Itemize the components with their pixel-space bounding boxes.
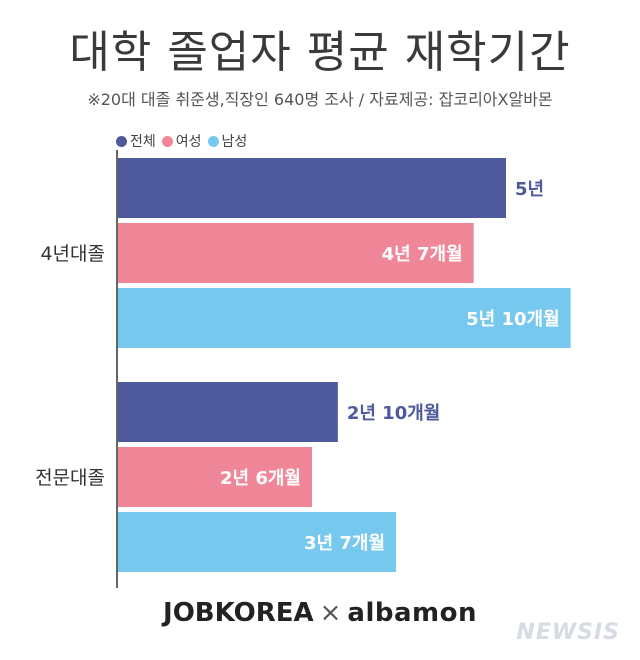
bar-category-4yr-series-0: [118, 158, 506, 218]
albamon-logo: albamon: [347, 598, 477, 628]
legend-dot-female: [161, 135, 173, 147]
bar-category-college-series-0: [118, 382, 338, 442]
page-title: 대학 졸업자 평균 재학기간: [69, 27, 571, 78]
category-label-category-college: 전문대졸: [35, 467, 105, 489]
logo-separator: ×: [319, 598, 342, 628]
legend-item-female: 여성: [161, 131, 202, 151]
bar-category-college-series-2: [118, 512, 397, 572]
legend: 전체 여성 남성: [116, 131, 247, 151]
legend-item-male: 남성: [207, 131, 248, 151]
footer-logo: JOBKOREA × albamon: [0, 598, 640, 628]
bar-category-4yr-series-1: [118, 223, 474, 283]
legend-label-male: 남성: [221, 134, 248, 150]
legend-dot-total: [116, 135, 127, 147]
bar-category-college-series-1: [118, 447, 312, 507]
legend-item-total: 전체: [116, 131, 156, 151]
newsis-watermark: NEWSIS: [516, 620, 620, 645]
data-label-category-4yr-series-1: 4년 7개월: [382, 244, 463, 265]
data-label-category-4yr-series-0: 5년: [515, 179, 544, 200]
data-label-category-college-series-0: 2년 10개월: [347, 403, 441, 424]
legend-label-total: 전체: [130, 134, 156, 150]
category-label-category-4yr: 4년대졸: [40, 243, 105, 265]
data-label-category-college-series-1: 2년 6개월: [220, 468, 301, 489]
data-label-category-college-series-2: 3년 7개월: [304, 533, 385, 554]
page-subtitle: ※20대 대졸 취준생,직장인 640명 조사 / 자료제공: 잡코리아X알바몬: [87, 90, 553, 109]
data-label-category-4yr-series-2: 5년 10개월: [466, 309, 560, 330]
legend-dot-male: [207, 135, 219, 147]
jobkorea-logo: JOBKOREA: [163, 598, 314, 628]
legend-label-female: 여성: [175, 134, 202, 150]
bar-category-4yr-series-2: [118, 288, 571, 348]
